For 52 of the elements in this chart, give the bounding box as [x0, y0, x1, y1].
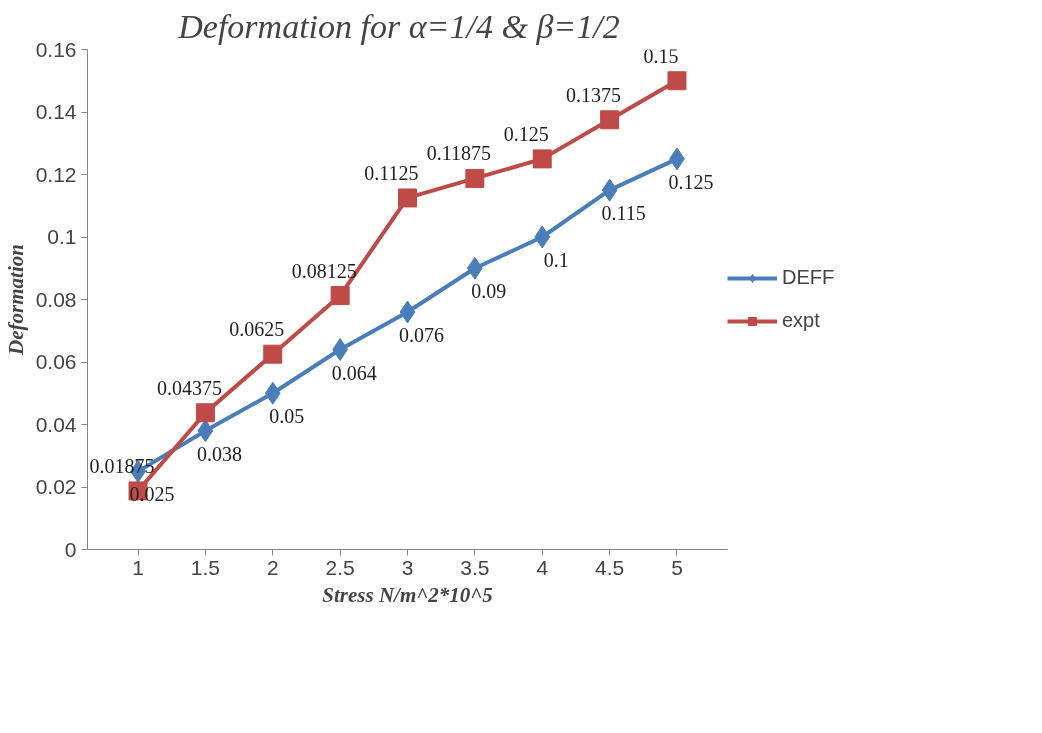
y-tick-label: 0.14: [35, 100, 77, 123]
x-tick-label: 4: [536, 555, 549, 579]
y-tick-label: 0: [64, 537, 77, 561]
data-label: 0.11875: [426, 142, 492, 165]
data-label: 0.076: [399, 324, 444, 346]
point: [263, 344, 283, 364]
data-label: 0.038: [196, 442, 242, 465]
point: [399, 300, 416, 324]
x-tick-label: 2.5: [325, 555, 355, 579]
y-tick-label: 0.04: [35, 412, 77, 436]
point: [532, 149, 552, 169]
data-label: 0.1375: [566, 83, 622, 106]
y-tick-label: 0.02: [35, 475, 77, 498]
data-label: 0.0625: [229, 318, 285, 341]
data-label: 0.05: [269, 405, 305, 428]
data-label: 0.04375: [156, 376, 222, 399]
point: [601, 178, 618, 202]
x-tick-label: 4.5: [595, 555, 625, 579]
x-tick-label: 1.5: [190, 555, 220, 579]
point: [600, 110, 620, 130]
point: [264, 381, 281, 405]
point: [667, 71, 687, 91]
x-tick-label: 1: [132, 555, 144, 579]
x-tick-label: 2: [266, 555, 279, 579]
point: [197, 419, 214, 443]
x-tick-label: 3.5: [460, 555, 490, 579]
chart-title: Deformation for α=1/4 & β=1/2: [177, 7, 620, 45]
legend-label: expt: [782, 309, 820, 332]
point: [195, 403, 215, 423]
x-axis-title: Stress N/m^2*10^5: [322, 582, 493, 607]
point: [534, 225, 551, 249]
data-label: 0.09: [471, 280, 507, 303]
y-tick-label: 0.08: [35, 287, 77, 311]
x-tick-label: 3: [401, 555, 414, 579]
point: [398, 188, 417, 208]
data-label: 0.08125: [291, 259, 357, 282]
data-label: 0.064: [331, 361, 377, 384]
data-label: 0.1125: [364, 161, 419, 184]
point: [330, 286, 350, 306]
legend-label: DEFF: [782, 266, 835, 289]
data-label: 0.15: [643, 44, 679, 67]
x-tick-label: 5: [671, 555, 683, 579]
y-tick-label: 0.06: [35, 350, 77, 373]
data-label: 0.115: [601, 202, 646, 225]
data-label: 0.125: [668, 170, 714, 193]
data-label: 0.1: [543, 249, 569, 271]
y-tick-label: 0.16: [35, 37, 77, 61]
point: [465, 168, 485, 188]
data-label: 0.125: [503, 122, 549, 145]
y-tick-label: 0.12: [35, 162, 77, 186]
y-tick-label: 0.1: [47, 225, 77, 248]
y-axis-title: Deformation: [3, 244, 28, 356]
